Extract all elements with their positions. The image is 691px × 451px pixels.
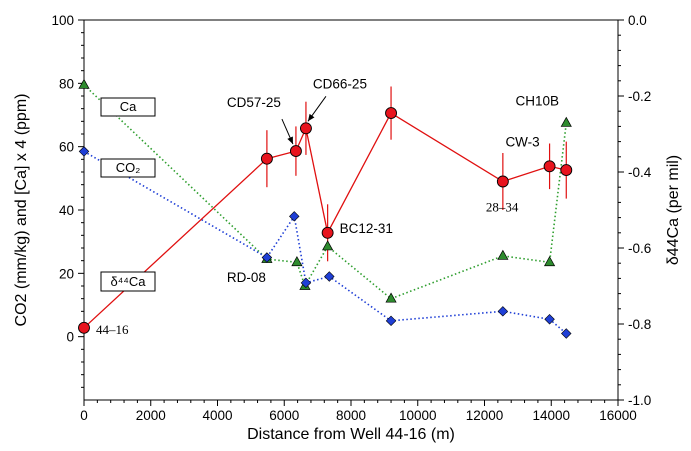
annotations: CD57-25 CD66-25 BC12-31 RD-08 CW-3 CH10B 28–34… — [96, 76, 560, 337]
point-triangle — [497, 249, 509, 260]
legend-box — [100, 271, 156, 292]
point-triangle — [385, 292, 397, 303]
error-bars — [266, 86, 567, 262]
series-line-Ca — [83, 84, 568, 300]
x-tick-label: 0 — [80, 408, 88, 423]
legend-label: Ca — [120, 99, 137, 114]
annotation-label: CD57-25 — [227, 95, 281, 110]
x-axis-title: Distance from Well 44-16 (m) — [247, 426, 455, 443]
annotation-label: BC12-31 — [340, 221, 393, 236]
legend-label: δ⁴⁴Ca — [110, 274, 146, 289]
axis-titles: Distance from Well 44-16 (m) CO2 (mm/kg) … — [13, 94, 682, 443]
tick-labels: 0 2000 4000 6000 8000 10000 12000 14000 16000 0 20… — [51, 13, 651, 423]
y-right-tick-label: -1.0 — [628, 393, 651, 408]
point-diamond — [300, 277, 312, 289]
y-left-tick-label: 80 — [59, 76, 74, 91]
point-circle — [543, 160, 556, 173]
annotation-arrow-head — [307, 113, 315, 122]
point-triangle — [291, 256, 303, 267]
x-tick-label: 10000 — [399, 408, 437, 423]
series-line-CO2 — [83, 150, 567, 335]
annotation-label: CW-3 — [505, 134, 539, 149]
point-diamond — [289, 211, 300, 222]
y-left-tick-label: 0 — [66, 330, 74, 345]
point-triangle — [543, 256, 556, 267]
annotation-label: CD66-25 — [313, 76, 367, 91]
y-left-tick-label: 60 — [59, 140, 74, 155]
y-right-tick-label: -0.4 — [628, 165, 652, 180]
y-left-tick-label: 20 — [59, 266, 74, 281]
x-tick-label: 12000 — [466, 408, 504, 423]
x-tick-label: 2000 — [136, 408, 166, 423]
point-diamond — [78, 146, 90, 157]
y-right-tick-label: -0.2 — [628, 89, 651, 104]
point-diamond — [385, 315, 397, 327]
point-diamond — [561, 328, 572, 339]
annotation-label: 44–16 — [96, 322, 129, 337]
annotation-label: CH10B — [516, 94, 560, 109]
legend-box — [100, 158, 156, 178]
x-tick-label: 6000 — [269, 408, 299, 423]
point-circle — [385, 107, 397, 120]
point-circle — [260, 152, 273, 165]
point-circle — [560, 164, 573, 177]
annotation-label: RD-08 — [227, 270, 266, 285]
point-diamond — [544, 314, 555, 325]
legend-label: CO₂ — [116, 160, 141, 175]
point-circle — [78, 321, 90, 334]
x-tick-label: 4000 — [202, 408, 232, 423]
legend: Ca CO₂ δ⁴⁴Ca — [100, 97, 156, 292]
y-right-tick-label: -0.8 — [628, 317, 651, 332]
x-tick-label: 8000 — [336, 408, 366, 423]
point-circle — [321, 226, 334, 239]
point-triangle — [78, 78, 90, 89]
point-diamond — [324, 271, 335, 282]
y-right-axis-title: δ44Ca (per mil) — [665, 155, 682, 265]
point-circle — [496, 175, 509, 188]
y-left-axis-title: CO2 (mm/kg) and [Ca] x 4 (ppm) — [13, 94, 30, 327]
annotation-label: 28–34 — [486, 200, 519, 215]
x-tick-label: 16000 — [599, 408, 637, 423]
x-tick-label: 14000 — [532, 408, 570, 423]
axis-ticks — [78, 19, 624, 406]
y-right-tick-label: 0.0 — [628, 13, 647, 28]
point-diamond — [261, 252, 273, 263]
point-circle — [289, 145, 302, 158]
point-triangle — [560, 116, 572, 127]
series-line-δ44Ca — [83, 112, 567, 329]
legend-box — [100, 97, 156, 117]
point-circle — [299, 122, 312, 135]
y-left-tick-label: 100 — [51, 13, 74, 28]
y-left-tick-label: 40 — [59, 203, 74, 218]
y-right-tick-label: -0.6 — [628, 241, 651, 256]
point-triangle — [322, 240, 334, 251]
data-points — [78, 78, 573, 339]
point-diamond — [497, 306, 509, 317]
annotation-arrow-head — [287, 136, 293, 145]
